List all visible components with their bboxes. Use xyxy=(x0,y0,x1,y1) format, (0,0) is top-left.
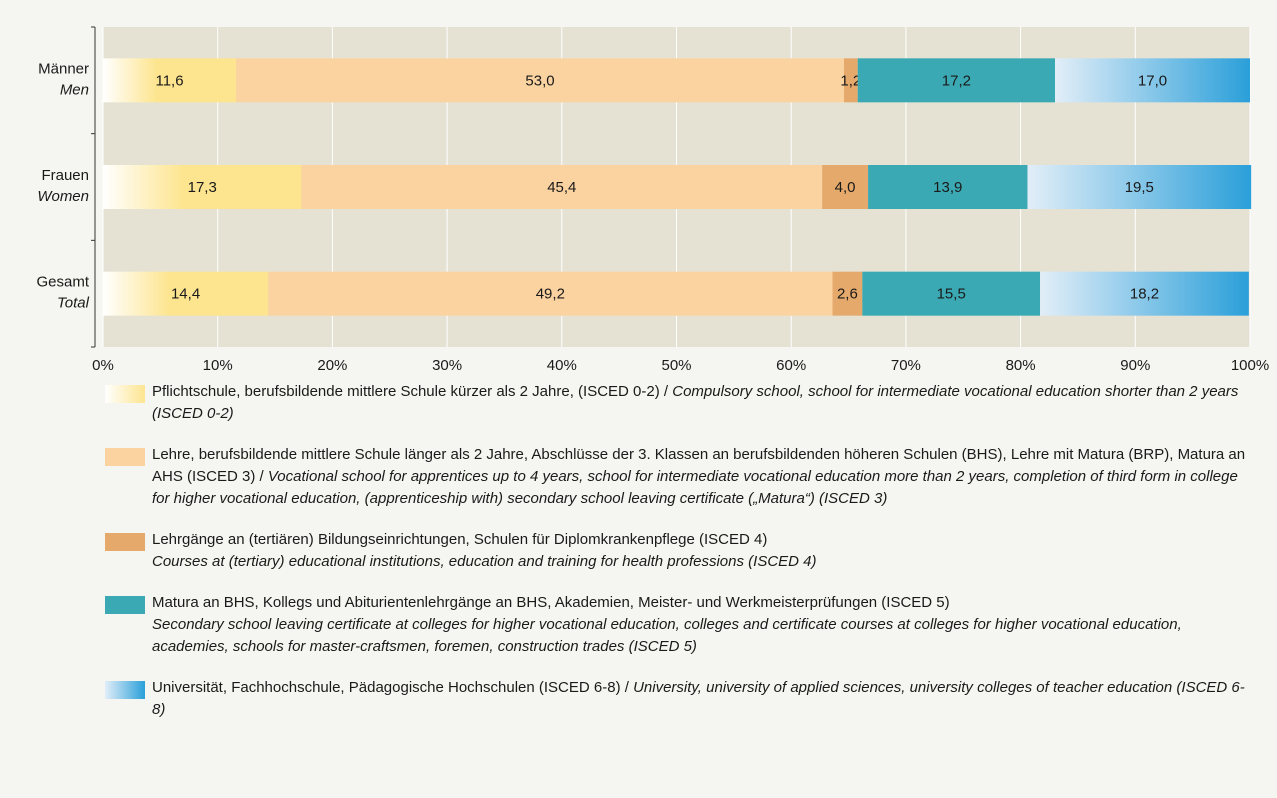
value-label: 49,2 xyxy=(536,286,565,303)
bar-segment xyxy=(843,58,858,103)
value-label: 1,2 xyxy=(840,72,861,89)
legend-text: Universität, Fachhochschule, Pädagogisch… xyxy=(152,677,1255,721)
value-label: 17,3 xyxy=(188,179,217,196)
bar-segment xyxy=(301,165,823,209)
legend-swatch xyxy=(105,681,145,699)
legend: Pflichtschule, berufsbildende mittlere S… xyxy=(105,381,1255,740)
legend-swatch xyxy=(105,533,145,551)
legend-text: Lehrgänge an (tertiären) Bildungseinrich… xyxy=(152,529,1255,573)
y-tick-label: Frauen xyxy=(41,167,89,184)
legend-text: Pflichtschule, berufsbildende mittlere S… xyxy=(152,381,1255,425)
value-label: 17,2 xyxy=(942,72,971,89)
y-tick-label: Gesamt xyxy=(36,274,89,291)
legend-swatch xyxy=(105,596,145,614)
x-tick-label: 50% xyxy=(661,357,691,374)
value-label: 17,0 xyxy=(1138,72,1167,89)
bar-segment xyxy=(103,271,269,316)
value-label: 4,0 xyxy=(835,179,856,196)
y-tick-label: Women xyxy=(37,188,89,205)
value-label: 13,9 xyxy=(933,179,962,196)
bar-segment xyxy=(268,271,833,316)
x-tick-label: 70% xyxy=(891,357,921,374)
x-tick-label: 40% xyxy=(547,357,577,374)
x-tick-label: 80% xyxy=(1006,357,1036,374)
x-tick-label: 100% xyxy=(1231,357,1269,374)
legend-label-en: University, university of applied scienc… xyxy=(152,679,1245,718)
bar-segment xyxy=(103,58,237,103)
value-label: 45,4 xyxy=(547,179,576,196)
chart: 0% 10% 20% 30% 40% 50% 60% 70% 80% 90% 100% Männer M… xyxy=(36,26,1269,374)
legend-label: Lehrgänge an (tertiären) Bildungseinrich… xyxy=(152,531,768,548)
x-tick-label: 30% xyxy=(432,357,462,374)
legend-label: Universität, Fachhochschule, Pädagogisch… xyxy=(152,679,629,696)
value-label: 15,5 xyxy=(937,286,966,303)
x-tick-label: 60% xyxy=(776,357,806,374)
y-tick-label: Männer xyxy=(38,60,89,77)
bar-segment xyxy=(868,165,1028,209)
legend-label-en: Compulsory school, school for intermedia… xyxy=(152,383,1239,422)
legend-text: Lehre, berufsbildende mittlere Schule lä… xyxy=(152,444,1255,510)
legend-item: Universität, Fachhochschule, Pädagogisch… xyxy=(105,677,1255,721)
value-label: 14,4 xyxy=(171,286,200,303)
legend-swatch xyxy=(105,448,145,466)
bar-segment xyxy=(1040,271,1249,316)
bar-segment xyxy=(236,58,844,103)
bar-segment xyxy=(832,271,863,316)
value-label: 18,2 xyxy=(1130,286,1159,303)
x-tick-label: 10% xyxy=(203,357,233,374)
value-label: 2,6 xyxy=(837,286,858,303)
legend-text: Matura an BHS, Kollegs und Abiturientenl… xyxy=(152,592,1255,658)
bar-segment xyxy=(862,271,1041,316)
legend-label: Pflichtschule, berufsbildende mittlere S… xyxy=(152,383,669,400)
legend-item: Matura an BHS, Kollegs und Abiturientenl… xyxy=(105,592,1255,658)
value-label: 19,5 xyxy=(1125,179,1154,196)
legend-item: Lehre, berufsbildende mittlere Schule lä… xyxy=(105,444,1255,510)
legend-swatch xyxy=(105,385,145,403)
x-tick-label: 0% xyxy=(92,357,114,374)
bar-segment xyxy=(822,165,869,209)
bar-segment xyxy=(1027,165,1252,209)
legend-label: Matura an BHS, Kollegs und Abiturientenl… xyxy=(152,594,950,611)
bar-segment xyxy=(103,165,302,209)
bar-segment xyxy=(1055,58,1250,103)
value-label: 11,6 xyxy=(155,72,183,89)
y-tick-label: Men xyxy=(60,81,89,98)
legend-label-en: Vocational school for apprentices up to … xyxy=(152,468,1238,507)
legend-item: Pflichtschule, berufsbildende mittlere S… xyxy=(105,381,1255,425)
x-tick-label: 20% xyxy=(317,357,347,374)
value-label: 53,0 xyxy=(525,72,554,89)
y-tick-label: Total xyxy=(57,295,90,312)
legend-item: Lehrgänge an (tertiären) Bildungseinrich… xyxy=(105,529,1255,573)
legend-label-en: Secondary school leaving certificate at … xyxy=(152,616,1182,655)
x-tick-label: 90% xyxy=(1120,357,1150,374)
bar-segment xyxy=(857,58,1056,103)
legend-label: Lehre, berufsbildende mittlere Schule lä… xyxy=(152,446,1246,485)
legend-label-en: Courses at (tertiary) educational instit… xyxy=(152,553,817,570)
